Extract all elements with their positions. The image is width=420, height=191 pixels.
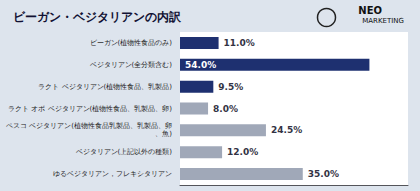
svg-text:ラクト オボ ベジタリアン(植物性食品、乳製品、卵): ラクト オボ ベジタリアン(植物性食品、乳製品、卵) [8,105,172,113]
svg-text:NEO: NEO [358,5,382,16]
svg-text:54.0%: 54.0% [185,60,216,70]
svg-text:ペスコ ベジタリアン(植物性食品乳製品、乳製品、卵: ペスコ ベジタリアン(植物性食品乳製品、乳製品、卵 [6,122,172,130]
svg-text:ゆるベジタリアン，フレキシタリアン: ゆるベジタリアン，フレキシタリアン [53,170,172,178]
svg-text:12.0%: 12.0% [227,147,258,157]
svg-text:24.5%: 24.5% [271,125,302,135]
svg-text:11.0%: 11.0% [224,38,255,48]
svg-text:9.5%: 9.5% [218,82,243,92]
svg-text:ベジタリアン(全分類含む): ベジタリアン(全分類含む) [90,61,173,69]
svg-text:、魚): 、魚) [155,130,172,138]
svg-text:35.0%: 35.0% [308,169,339,179]
svg-text:8.0%: 8.0% [213,104,238,114]
svg-text:MARKETING: MARKETING [362,17,404,25]
svg-text:ベジタリアン(上記以外の種類): ベジタリアン(上記以外の種類) [76,148,173,156]
svg-text:ビーガン・ベジタリアンの内訳: ビーガン・ベジタリアンの内訳 [13,10,182,24]
svg-text:ビーガン(植物性食品のみ): ビーガン(植物性食品のみ) [90,39,173,47]
svg-text:ラクト ベジタリアン(植物性食品、乳製品): ラクト ベジタリアン(植物性食品、乳製品) [38,83,172,91]
